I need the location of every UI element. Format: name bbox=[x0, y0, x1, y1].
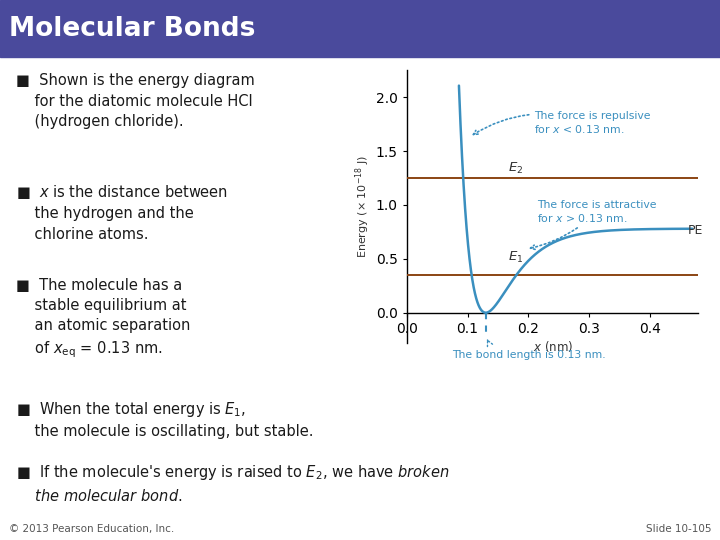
Text: Molecular Bonds: Molecular Bonds bbox=[9, 16, 255, 42]
Text: ■  $x$ is the distance between
    the hydrogen and the
    chlorine atoms.: ■ $x$ is the distance between the hydrog… bbox=[16, 183, 228, 241]
Y-axis label: Energy ($\times$ 10$^{-18}$ J): Energy ($\times$ 10$^{-18}$ J) bbox=[353, 155, 372, 258]
Text: ■  If the molecule's energy is raised to $E_2$, we have $\mathit{broken}$
    $\: ■ If the molecule's energy is raised to … bbox=[16, 463, 449, 504]
X-axis label: $x$ (nm): $x$ (nm) bbox=[533, 339, 572, 354]
Text: PE: PE bbox=[688, 224, 703, 237]
Text: © 2013 Pearson Education, Inc.: © 2013 Pearson Education, Inc. bbox=[9, 523, 174, 534]
Text: $E_2$: $E_2$ bbox=[508, 161, 523, 176]
Text: The force is attractive
for $x$ > 0.13 nm.: The force is attractive for $x$ > 0.13 n… bbox=[531, 200, 657, 249]
Text: ■  The molecule has a
    stable equilibrium at
    an atomic separation
    of : ■ The molecule has a stable equilibrium … bbox=[16, 278, 190, 360]
Text: The force is repulsive
for $x$ < 0.13 nm.: The force is repulsive for $x$ < 0.13 nm… bbox=[473, 111, 651, 135]
Text: ■  Shown is the energy diagram
    for the diatomic molecule HCl
    (hydrogen c: ■ Shown is the energy diagram for the di… bbox=[16, 73, 254, 129]
Text: ■  When the total energy is $E_1$,
    the molecule is oscillating, but stable.: ■ When the total energy is $E_1$, the mo… bbox=[16, 400, 313, 439]
Text: $E_1$: $E_1$ bbox=[508, 250, 523, 265]
Text: Slide 10-105: Slide 10-105 bbox=[646, 523, 711, 534]
Text: The bond length is 0.13 nm.: The bond length is 0.13 nm. bbox=[452, 350, 606, 360]
